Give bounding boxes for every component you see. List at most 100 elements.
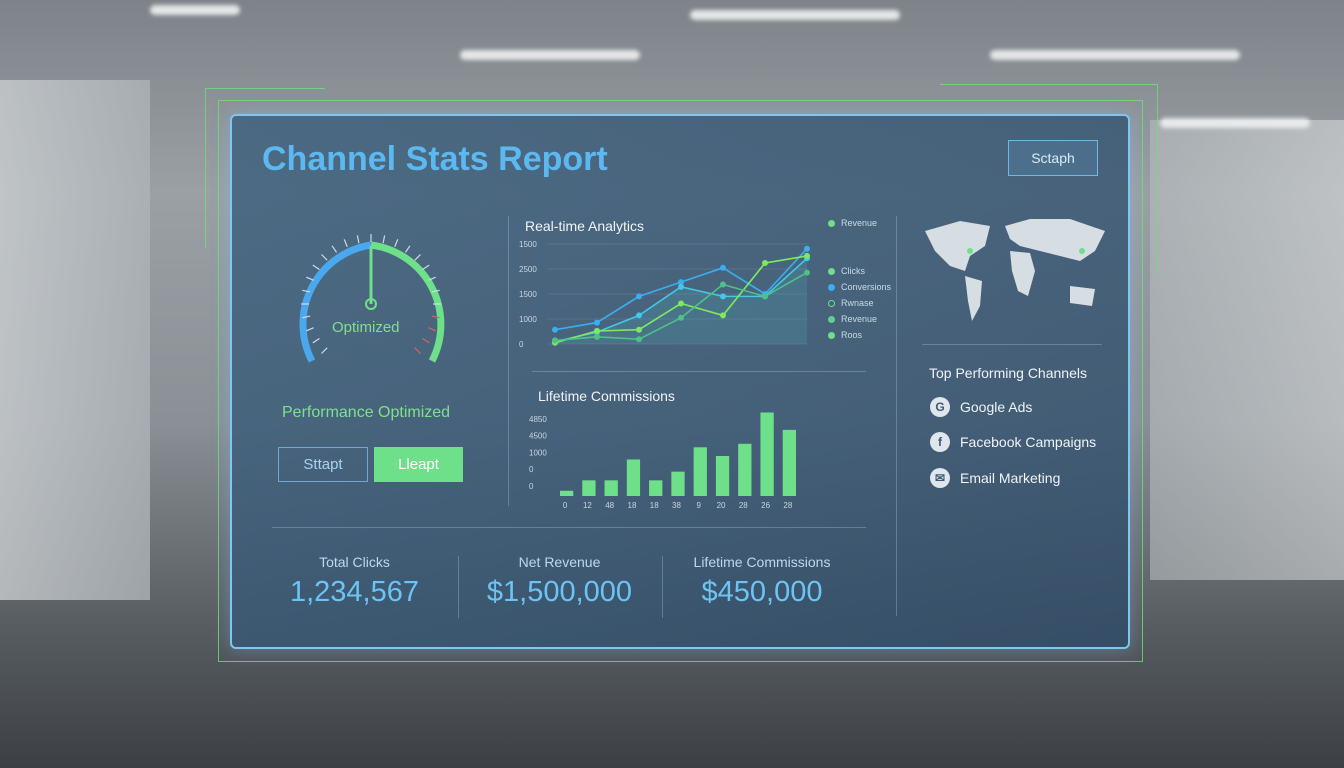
frame-line — [940, 84, 1158, 274]
ceiling-light — [1160, 118, 1310, 128]
divider — [508, 216, 509, 506]
frame-line — [205, 88, 325, 248]
bar — [649, 480, 663, 496]
x-tick-label: 28 — [739, 501, 748, 510]
y-tick-label: 4850 — [529, 415, 547, 424]
legend-label: Rwnase — [841, 298, 874, 308]
bar — [693, 447, 707, 496]
stat-value: $450,000 — [701, 576, 823, 608]
bar-chart-title: Lifetime Commissions — [538, 388, 675, 404]
x-tick-label: 12 — [583, 501, 592, 510]
gauge-tick — [356, 235, 360, 244]
page-title: Channel Stats Report — [262, 140, 608, 178]
gauge-tick — [428, 276, 436, 281]
legend-dot — [828, 267, 835, 275]
divider — [896, 216, 897, 616]
performance-status: Performance Optimized — [282, 404, 451, 421]
legend-item: Conversions — [828, 282, 891, 292]
bar — [560, 490, 574, 496]
bar — [604, 480, 618, 496]
x-tick-label: 26 — [761, 501, 770, 510]
y-tick-label: 0 — [529, 465, 534, 474]
data-point — [804, 245, 810, 252]
gauge-tick — [331, 245, 338, 253]
x-tick-label: 18 — [650, 501, 659, 510]
y-tick-label: 1500 — [519, 240, 537, 249]
data-point — [636, 293, 642, 300]
ceiling-light — [460, 50, 640, 60]
channel-facebook[interactable]: f Facebook Campaigns — [930, 432, 1096, 452]
primary-button[interactable]: Lleapt — [374, 447, 463, 482]
email-icon: ✉ — [930, 468, 950, 488]
data-point — [762, 293, 768, 300]
x-tick-label: 28 — [783, 501, 792, 510]
stat-total-clicks: Total Clicks 1,234,567 — [272, 554, 437, 609]
legend-item: Roos — [828, 330, 862, 340]
gauge-label: Optimized — [332, 319, 400, 336]
frame-line — [218, 100, 1143, 662]
legend-dot — [828, 219, 835, 227]
gauge-tick — [414, 347, 421, 354]
secondary-button[interactable]: Sttapt — [278, 447, 368, 482]
channel-label: Email Marketing — [960, 470, 1061, 486]
data-point — [720, 312, 726, 319]
x-tick-label: 38 — [672, 501, 681, 510]
divider — [458, 556, 459, 618]
legend-label: Conversions — [841, 282, 892, 292]
stat-value: 1,234,567 — [289, 576, 419, 608]
x-tick-label: 18 — [628, 501, 637, 510]
y-tick-label: 1500 — [519, 290, 537, 299]
legend-label: Roos — [841, 330, 863, 340]
gauge-tick — [404, 245, 411, 253]
channel-email[interactable]: ✉ Email Marketing — [930, 468, 1060, 488]
data-point — [720, 281, 726, 288]
data-point — [678, 314, 684, 321]
y-tick-label: 1000 — [519, 315, 537, 324]
data-point — [678, 279, 684, 286]
stat-lifetime-commissions: Lifetime Commissions $450,000 — [672, 554, 852, 609]
legend-dot — [828, 315, 835, 323]
bar — [671, 471, 685, 496]
x-tick-label: 9 — [697, 501, 702, 510]
data-point — [636, 312, 642, 319]
ceiling-light — [990, 50, 1240, 60]
background-window — [1150, 120, 1344, 580]
bar-chart: 4850 4500 1000 0 0 0 12 48 18 18 38 9 20 28 26 28 — [529, 412, 796, 510]
channel-label: Facebook Campaigns — [960, 434, 1097, 450]
gauge-tick — [428, 327, 436, 332]
stat-value: $1,500,000 — [486, 576, 633, 608]
line-chart: 1500 2500 1500 1000 0 — [519, 240, 810, 349]
legend-dot — [828, 283, 835, 291]
divider — [662, 556, 663, 618]
bar — [782, 429, 796, 496]
legend-item: Revenue — [828, 218, 877, 228]
gauge-tick — [394, 239, 399, 247]
gauge-tick — [422, 337, 430, 344]
gauge-tick — [414, 254, 421, 261]
x-tick-label: 0 — [563, 501, 568, 510]
bar — [738, 443, 752, 496]
gauge-tick — [312, 337, 320, 344]
gauge-tick — [422, 264, 430, 271]
legend-label: Clicks — [841, 266, 865, 276]
bar — [626, 459, 641, 496]
channel-google-ads[interactable]: G Google Ads — [930, 397, 1032, 417]
stat-net-revenue: Net Revenue $1,500,000 — [467, 554, 652, 609]
data-point — [804, 252, 810, 259]
data-point — [594, 333, 600, 340]
bar — [715, 455, 730, 496]
google-icon: G — [930, 397, 950, 417]
gauge-tick — [321, 254, 328, 261]
data-point — [552, 326, 558, 333]
data-point — [594, 327, 600, 334]
data-point — [720, 293, 726, 300]
top-button[interactable]: Sctaph — [1008, 140, 1098, 176]
legend-dot — [828, 331, 835, 339]
gauge-tick — [431, 289, 440, 293]
data-point — [804, 269, 810, 276]
data-point — [678, 300, 684, 307]
data-point — [552, 337, 558, 344]
gauge-tick — [321, 347, 328, 354]
stat-label: Total Clicks — [319, 554, 390, 570]
data-point — [762, 260, 768, 267]
